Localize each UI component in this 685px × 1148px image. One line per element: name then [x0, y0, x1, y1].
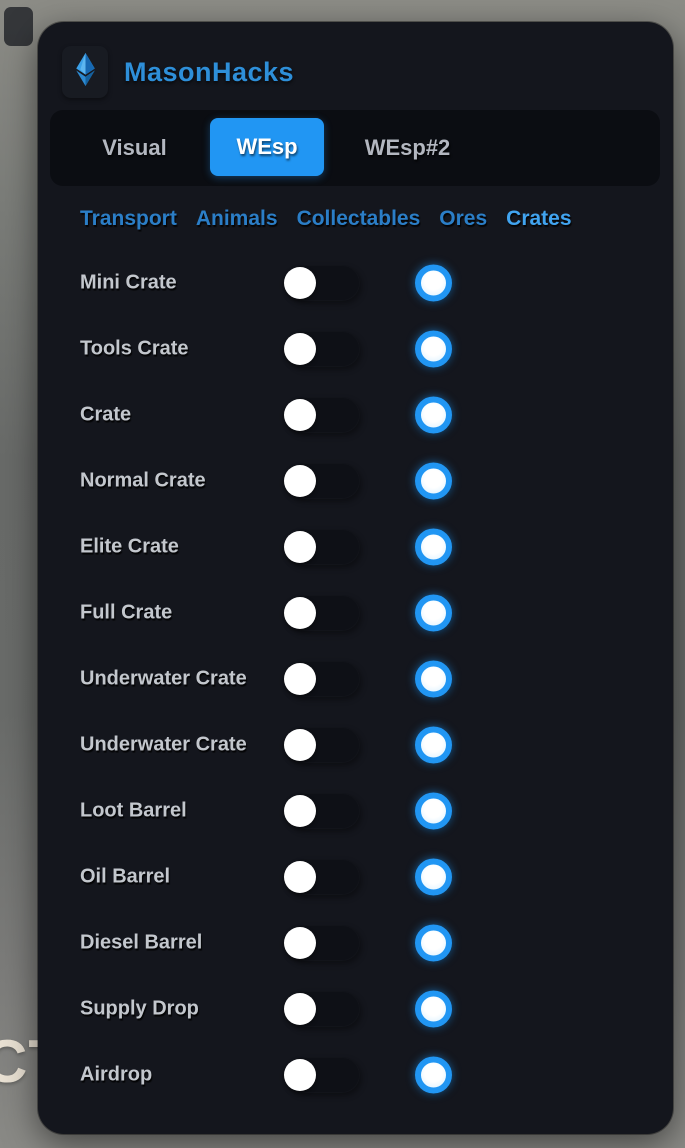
list-item: Diesel Barrel	[38, 910, 673, 976]
item-label: Diesel Barrel	[80, 931, 203, 954]
item-toggle-off[interactable]	[284, 397, 360, 433]
toggle-knob	[284, 795, 316, 827]
subtab-transport[interactable]: Transport	[80, 207, 177, 230]
toggle-knob	[284, 663, 316, 695]
list-item: Underwater Crate	[38, 646, 673, 712]
item-color-swatch[interactable]	[415, 594, 452, 632]
item-toggle-off[interactable]	[284, 595, 360, 631]
item-label: Oil Barrel	[80, 865, 171, 888]
tab-visual[interactable]: Visual	[102, 135, 167, 160]
tab-wesp[interactable]: WEsp	[210, 118, 324, 176]
toggle-knob	[284, 927, 316, 959]
masonhacks-panel: MasonHacks Visual WEsp WEsp#2 Transport …	[38, 22, 673, 1134]
item-toggle-off[interactable]	[284, 793, 360, 829]
list-item: Underwater Crate	[38, 712, 673, 778]
list-item: Loot Barrel	[38, 778, 673, 844]
item-toggle-off[interactable]	[284, 925, 360, 961]
category-tab-bar: Transport Animals Collectables Ores Crat…	[80, 207, 673, 231]
item-color-swatch[interactable]	[415, 792, 452, 830]
item-toggle-off[interactable]	[284, 859, 360, 895]
item-label: Crate	[80, 403, 132, 426]
subtab-animals[interactable]: Animals	[195, 207, 278, 230]
panel-header: MasonHacks	[62, 46, 673, 98]
item-label: Supply Drop	[80, 997, 199, 1020]
toggle-knob	[284, 993, 316, 1025]
list-item: Airdrop	[38, 1042, 673, 1108]
app-title: MasonHacks	[124, 56, 295, 87]
item-color-swatch[interactable]	[415, 858, 452, 896]
item-color-swatch[interactable]	[415, 462, 452, 500]
list-item: Elite Crate	[38, 514, 673, 580]
item-color-swatch[interactable]	[415, 528, 452, 566]
toggle-knob	[284, 729, 316, 761]
list-item: Oil Barrel	[38, 844, 673, 910]
item-toggle-off[interactable]	[284, 991, 360, 1027]
item-toggle-off[interactable]	[284, 727, 360, 763]
tab-wesp2[interactable]: WEsp#2	[364, 135, 451, 160]
toggle-knob	[284, 1059, 316, 1091]
subtab-ores[interactable]: Ores	[439, 207, 488, 230]
item-label: Tools Crate	[80, 337, 189, 360]
item-color-swatch[interactable]	[415, 264, 452, 302]
item-color-swatch[interactable]	[415, 726, 452, 764]
item-toggle-off[interactable]	[284, 1057, 360, 1093]
list-item: Supply Drop	[38, 976, 673, 1042]
list-item: Normal Crate	[38, 448, 673, 514]
item-label: Full Crate	[80, 601, 173, 624]
toggle-knob	[284, 465, 316, 497]
item-label: Airdrop	[80, 1063, 153, 1086]
item-label: Loot Barrel	[80, 799, 187, 822]
esp-item-list: Mini Crate Tools Crate Crate Normal Crat…	[38, 250, 673, 1108]
toggle-knob	[284, 531, 316, 563]
subtab-crates[interactable]: Crates	[506, 207, 572, 230]
toggle-knob	[284, 399, 316, 431]
toggle-knob	[284, 267, 316, 299]
gem-icon	[72, 52, 99, 92]
item-toggle-off[interactable]	[284, 529, 360, 565]
subtab-collectables[interactable]: Collectables	[296, 207, 421, 230]
toggle-knob	[284, 333, 316, 365]
toggle-knob	[284, 597, 316, 629]
item-color-swatch[interactable]	[415, 660, 452, 698]
item-label: Underwater Crate	[80, 667, 247, 690]
list-item: Tools Crate	[38, 316, 673, 382]
item-color-swatch[interactable]	[415, 330, 452, 368]
toggle-knob	[284, 861, 316, 893]
item-label: Mini Crate	[80, 271, 177, 294]
item-toggle-off[interactable]	[284, 265, 360, 301]
list-item: Mini Crate	[38, 250, 673, 316]
item-label: Underwater Crate	[80, 733, 247, 756]
item-color-swatch[interactable]	[415, 1056, 452, 1094]
item-label: Normal Crate	[80, 469, 206, 492]
item-label: Elite Crate	[80, 535, 179, 558]
main-tab-bar: Visual WEsp WEsp#2	[50, 110, 660, 186]
list-item: Crate	[38, 382, 673, 448]
item-toggle-off[interactable]	[284, 331, 360, 367]
list-item: Full Crate	[38, 580, 673, 646]
item-color-swatch[interactable]	[415, 924, 452, 962]
logo	[62, 46, 108, 98]
item-color-swatch[interactable]	[415, 990, 452, 1028]
item-toggle-off[interactable]	[284, 661, 360, 697]
item-color-swatch[interactable]	[415, 396, 452, 434]
background-window-corner	[4, 7, 33, 46]
item-toggle-off[interactable]	[284, 463, 360, 499]
